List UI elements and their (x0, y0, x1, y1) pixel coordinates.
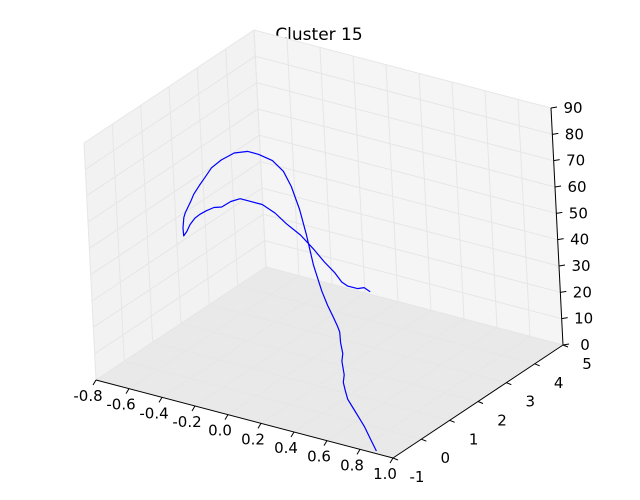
x-tick-label: -0.2 (172, 413, 201, 431)
x-axis-line (95, 379, 394, 459)
y-tick-tick (506, 382, 512, 386)
tick-group: -0.8 -0.6 -0.4 -0.2 0.0 0.2 0.4 0.6 0.8 1.0 -10123… (73, 99, 593, 486)
x-tick-label: 0.6 (307, 448, 331, 466)
series-group (182, 150, 377, 452)
z-tick-label: 20 (573, 283, 592, 301)
x-tick-tick (224, 414, 229, 420)
z-tick-tick (558, 264, 566, 267)
z-grid-line (94, 240, 562, 355)
y-tick-tick (449, 419, 455, 423)
z-grid-line (93, 213, 561, 328)
x-tick-label: 1.0 (373, 465, 397, 483)
z-tick-label: 50 (569, 204, 588, 222)
x-tick-label: -0.8 (73, 387, 102, 405)
x-tick-tick (290, 431, 295, 438)
z-tick-tick (550, 106, 558, 109)
x-tick-tick (323, 440, 328, 446)
z-tick-label: 80 (565, 125, 584, 143)
z-tick-label: 0 (580, 336, 590, 354)
z-tick-tick (561, 317, 568, 320)
x-tick-label: -0.6 (106, 396, 135, 414)
y-tick-tick (477, 401, 484, 404)
y-tick-label: 5 (582, 355, 592, 373)
z-tick-label: 90 (563, 99, 582, 117)
z-tick-tick (553, 159, 560, 162)
x-tick-label: 0.8 (340, 456, 364, 474)
x-tick-tick (158, 397, 163, 403)
x-tick-tick (191, 405, 196, 412)
y-tick-tick (421, 438, 427, 442)
z-tick-label: 30 (571, 257, 590, 275)
y-tick-label: 4 (554, 374, 564, 392)
y-tick-label: 1 (469, 430, 479, 448)
x-tick-tick (125, 388, 130, 394)
z-grid-line (83, 29, 552, 144)
chart-title: Cluster 15 (275, 25, 362, 45)
z-grid-line (85, 55, 553, 170)
z-tick-tick (562, 343, 570, 346)
z-tick-tick (552, 132, 559, 135)
x-tick-tick (92, 379, 97, 386)
z-tick-tick (560, 290, 567, 293)
z-grid-line (90, 161, 558, 276)
z-tick-tick (557, 238, 564, 241)
z-tick-tick (556, 211, 563, 214)
z-tick-label: 40 (570, 231, 589, 249)
z-tick-tick (554, 185, 562, 188)
y-tick-label: 2 (497, 412, 507, 430)
z-grid-line (91, 187, 560, 302)
z-grid-line (95, 266, 564, 381)
pane-group (84, 30, 563, 458)
y-tick-tick (392, 457, 399, 461)
x-tick-label: -0.4 (139, 404, 168, 422)
grid-group (83, 29, 564, 459)
x-tick-tick (389, 457, 394, 464)
x-tick-label: 0.0 (208, 422, 232, 440)
x-tick-tick (257, 423, 262, 429)
z-grid-line (89, 134, 557, 249)
z-tick-label: 70 (566, 152, 585, 170)
x-tick-label: 0.4 (274, 439, 298, 457)
x-tick-label: 0.2 (241, 430, 265, 448)
y-tick-label: -1 (410, 468, 425, 486)
z-tick-label: 10 (574, 310, 593, 328)
z-grid-line (87, 108, 556, 223)
y-tick-label: 3 (526, 393, 536, 411)
z-axis-line (550, 107, 564, 346)
z-tick-label: 60 (567, 178, 586, 196)
series-line (182, 150, 377, 452)
z-grid-line (86, 82, 554, 197)
y-tick-tick (534, 363, 540, 367)
y-tick-label: 0 (441, 449, 451, 467)
x-tick-tick (356, 449, 361, 455)
